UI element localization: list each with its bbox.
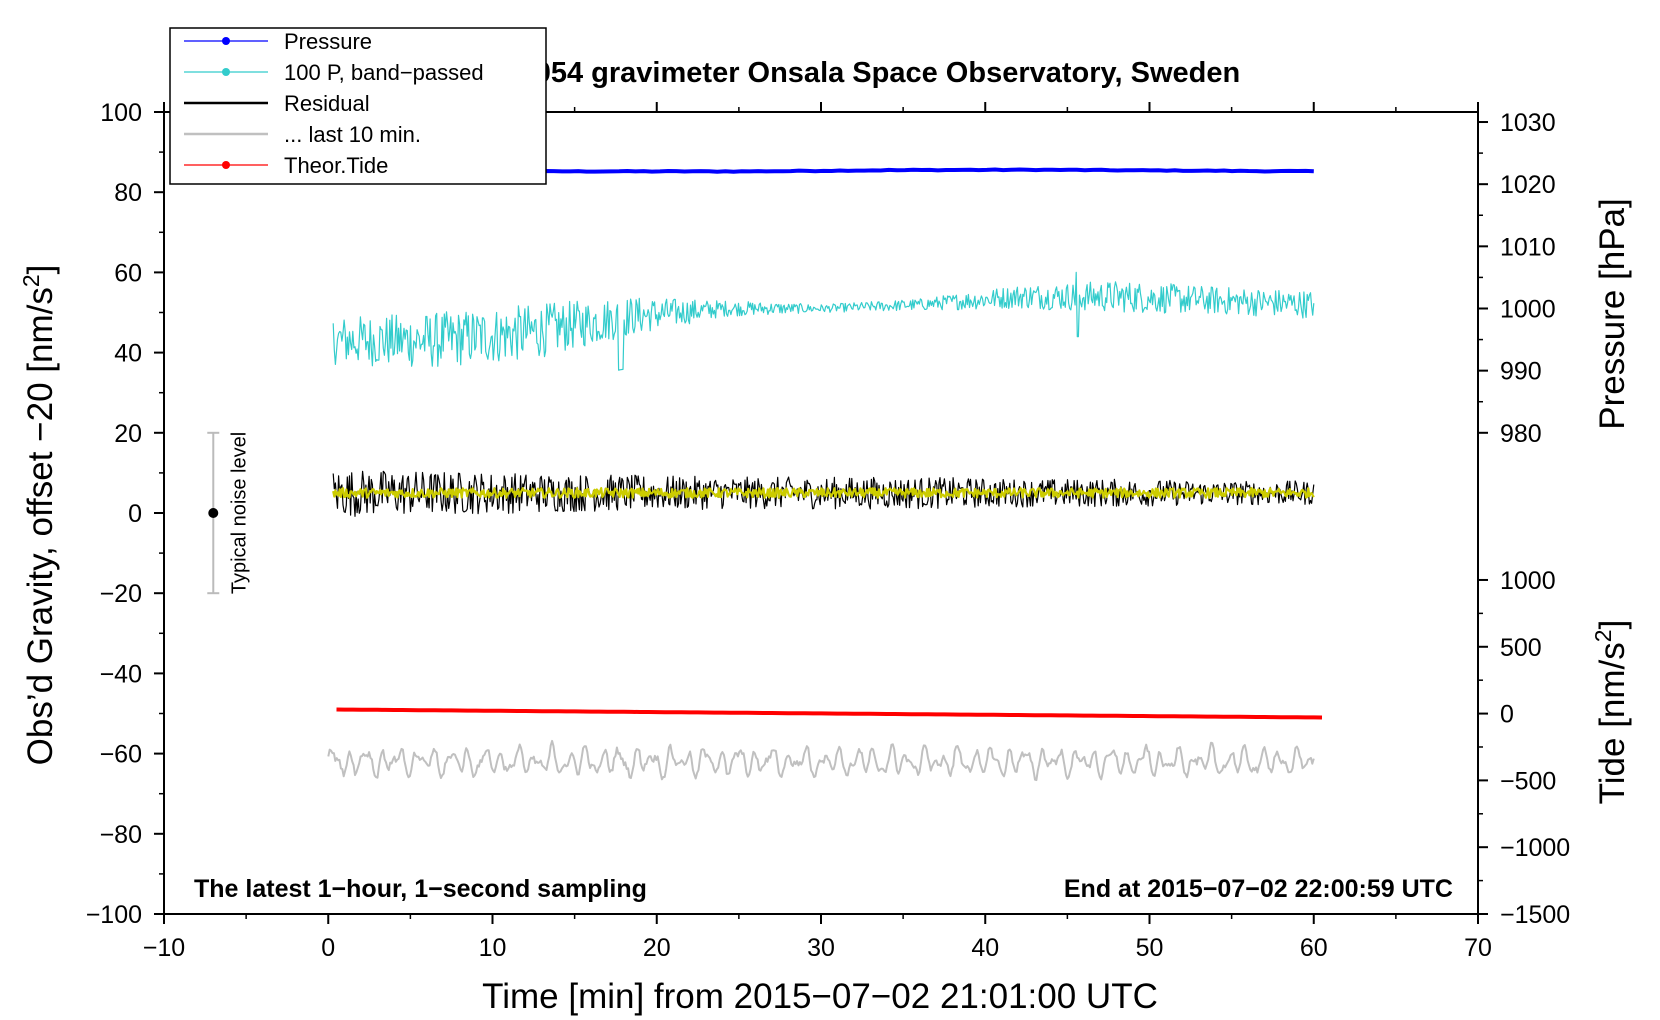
tide-tick-label: 1000	[1500, 567, 1556, 595]
pressure-tick-label: 980	[1500, 420, 1542, 448]
pressure-tick-label: 1030	[1500, 109, 1556, 137]
plot-frame	[163, 111, 1479, 915]
tide-axis-label-close: ]	[1593, 620, 1632, 630]
y-axis-label-sup: 2	[18, 274, 44, 287]
y-axis-label: Obs’d Gravity, offset −20 [nm/s2]	[18, 265, 60, 766]
pressure-tick-label: 1000	[1500, 295, 1556, 323]
y-tick-label: −80	[100, 821, 142, 849]
legend-label: 100 P, band−passed	[284, 60, 484, 85]
legend: Pressure 100 P, band−passed Residual ... la…	[169, 27, 547, 185]
x-tick-label: 50	[1136, 934, 1164, 962]
tide-tick-label: 500	[1500, 634, 1542, 662]
right-axes: 980 990 1000 1010 1020 1030 −1500 −1000 −500 0 500…	[1478, 109, 1570, 929]
y-axis: −100 −80 −60 −40 −20 0 20 40 60 80 100	[86, 99, 164, 929]
y-tick-label: −100	[86, 901, 142, 929]
series-last-10-min	[327, 739, 1315, 782]
pressure-axis-label: Pressure [hPa]	[1593, 198, 1632, 430]
x-tick-label: 40	[971, 934, 999, 962]
x-tick-label: 10	[479, 934, 507, 962]
x-tick-label: 20	[643, 934, 671, 962]
legend-label: Pressure	[284, 29, 372, 54]
y-tick-label: 100	[100, 99, 142, 127]
legend-label: Theor.Tide	[284, 153, 388, 178]
end-time-note: End at 2015−07−02 22:00:59 UTC	[1064, 875, 1453, 903]
series-residual-filtered	[332, 487, 1315, 499]
legend-box	[169, 27, 547, 185]
legend-marker	[222, 37, 230, 45]
x-tick-label: 30	[807, 934, 835, 962]
tide-axis-label-main: Tide [nm/s	[1593, 642, 1632, 804]
y-tick-label: 80	[114, 179, 142, 207]
noise-bar-point	[208, 508, 219, 518]
legend-marker	[222, 68, 230, 76]
tide-tick-label: 0	[1500, 701, 1514, 729]
sampling-note: The latest 1−hour, 1−second sampling	[194, 875, 647, 903]
tide-axis-label-sup: 2	[1590, 629, 1616, 642]
y-axis-label-close: ]	[21, 265, 60, 275]
y-axis-label-main: Obs’d Gravity, offset −20 [nm/s	[21, 287, 60, 765]
x-tick-label: 70	[1464, 934, 1492, 962]
series-100-p-band-passed	[332, 271, 1315, 371]
tide-axis-label: Tide [nm/s2]	[1590, 620, 1632, 805]
x-axis-label: Time [min] from 2015−07−02 21:01:00 UTC	[482, 977, 1158, 1016]
y-tick-label: 0	[128, 500, 142, 528]
tide-tick-label: −1500	[1500, 901, 1570, 929]
pressure-tick-label: 1010	[1500, 233, 1556, 261]
y-tick-label: 20	[114, 420, 142, 448]
pressure-tick-label: 1020	[1500, 171, 1556, 199]
x-axis: −10 0 10 20 30 40 50 60 70	[143, 102, 1492, 962]
y-tick-label: −20	[100, 580, 142, 608]
tide-tick-label: −500	[1500, 767, 1556, 795]
legend-label: Residual	[284, 91, 370, 116]
legend-label: ... last 10 min.	[284, 122, 421, 147]
y-tick-label: −40	[100, 660, 142, 688]
x-tick-label: −10	[143, 934, 185, 962]
x-tick-label: 60	[1300, 934, 1328, 962]
noise-bar-label: Typical noise level	[228, 432, 250, 594]
y-tick-label: 40	[114, 340, 142, 368]
tide-tick-label: −1000	[1500, 834, 1570, 862]
series-layer	[327, 167, 1323, 782]
chart-title: SCG_054 gravimeter Onsala Space Observat…	[456, 57, 1240, 89]
legend-marker	[222, 161, 230, 169]
pressure-tick-label: 990	[1500, 358, 1542, 386]
y-tick-label: 60	[114, 259, 142, 287]
x-tick-label: 0	[321, 934, 335, 962]
series-theor-tide	[336, 707, 1323, 720]
y-tick-label: −60	[100, 741, 142, 769]
noise-bar: Typical noise level	[207, 431, 250, 595]
